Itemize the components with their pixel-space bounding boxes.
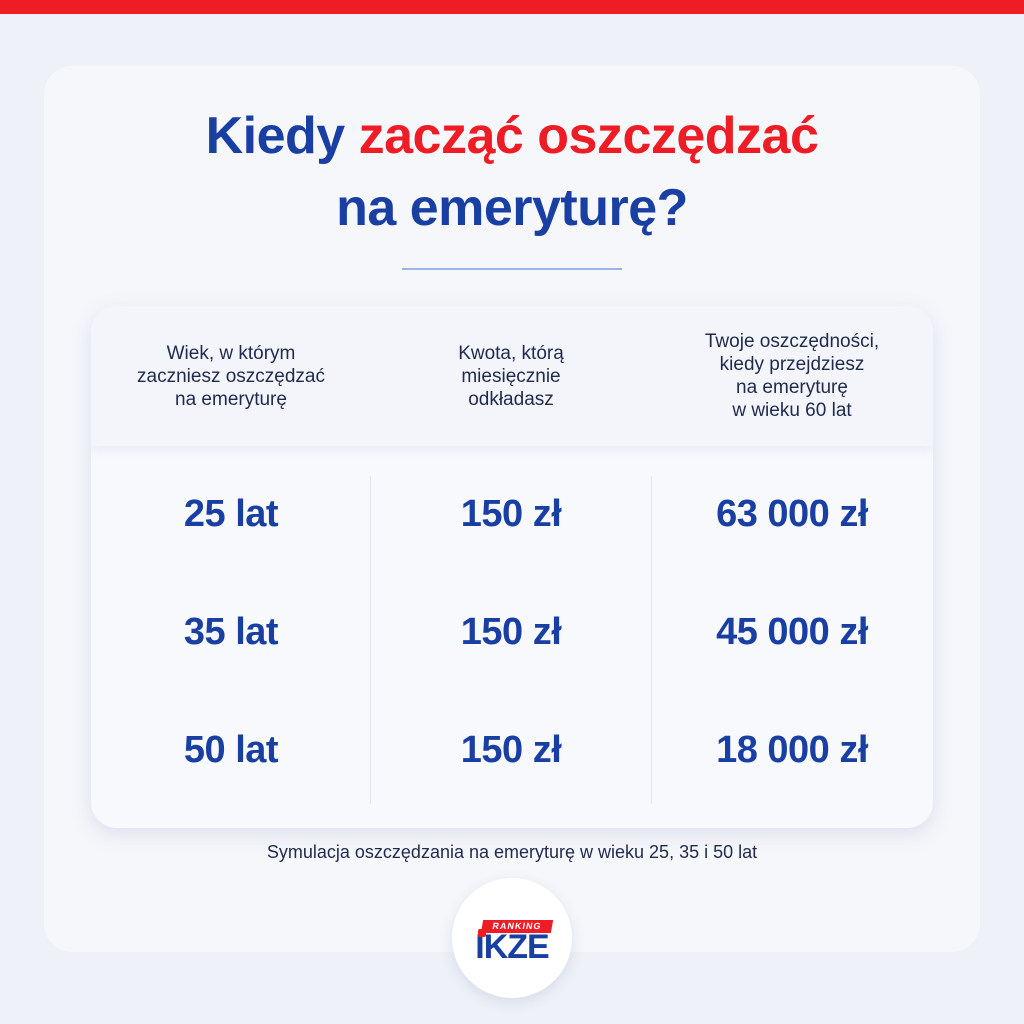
title-divider xyxy=(402,268,622,270)
header-savings: Twoje oszczędności, kiedy przejdziesz na… xyxy=(651,306,933,446)
column-divider xyxy=(370,476,371,804)
title-part1: Kiedy xyxy=(205,107,359,165)
table-cell-amount: 150 zł xyxy=(460,492,562,535)
page-title: Kiedy zacząć oszczędzać na emeryturę? xyxy=(0,100,1024,244)
header-age: Wiek, w którym zaczniesz oszczędzać na e… xyxy=(91,306,371,446)
logo-dot xyxy=(478,929,486,937)
caption: Symulacja oszczędzania na emeryturę w wi… xyxy=(266,842,758,862)
table-cell-savings: 63 000 zł xyxy=(716,492,868,535)
savings-table: Wiek, w którym zaczniesz oszczędzać na e… xyxy=(91,306,933,828)
title-part2: na emeryturę? xyxy=(336,179,688,237)
top-accent-bar xyxy=(0,0,1024,14)
logo-badge xyxy=(452,878,572,998)
header-savings-label: Twoje oszczędności, kiedy przejdziesz na… xyxy=(704,331,880,421)
table-cell-amount: 150 zł xyxy=(460,610,562,653)
header-amount-label: Kwota, którą miesięcznie odkładasz xyxy=(458,342,564,410)
header-amount: Kwota, którą miesięcznie odkładasz xyxy=(371,306,651,446)
table-cell-amount: 150 zł xyxy=(460,728,562,771)
title-accent: zacząć oszczędzać xyxy=(358,107,819,165)
table-cell-age: 35 lat xyxy=(183,610,279,653)
column-divider xyxy=(651,476,652,804)
logo-ikze-text: IKZE xyxy=(475,928,549,966)
table-header: Wiek, w którym zaczniesz oszczędzać na e… xyxy=(91,306,933,446)
table-cell-savings: 45 000 zł xyxy=(716,610,868,653)
table-cell-age: 50 lat xyxy=(183,728,279,771)
table-cell-age: 25 lat xyxy=(183,492,279,535)
table-cell-savings: 18 000 zł xyxy=(716,728,868,771)
header-age-label: Wiek, w którym zaczniesz oszczędzać na e… xyxy=(137,342,325,410)
